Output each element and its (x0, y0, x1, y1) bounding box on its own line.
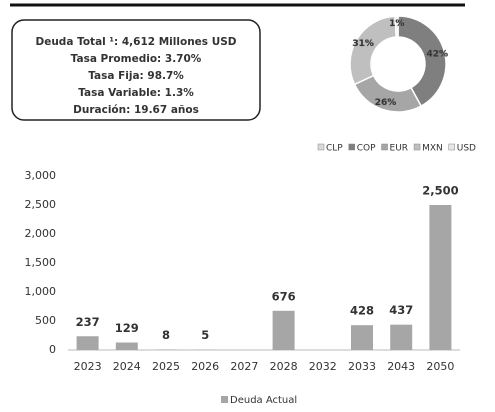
y-tick-label: 1,500 (25, 256, 57, 269)
data-label: 2,500 (422, 184, 458, 198)
x-tick-label: 2025 (152, 360, 180, 373)
info-line: Tasa Variable: 1.3% (78, 87, 194, 99)
info-box (11, 19, 261, 121)
y-tick-label: 2,500 (25, 198, 57, 211)
legend-label: EUR (390, 144, 409, 154)
x-tick-label: 2032 (309, 360, 337, 373)
legend-swatch (381, 143, 388, 151)
legend-label: USD (457, 144, 476, 154)
y-tick-label: 2,000 (25, 227, 57, 240)
data-label: 437 (389, 303, 413, 317)
donut-slice (394, 15, 399, 38)
bar (351, 325, 373, 350)
bar (390, 324, 413, 350)
data-label: 676 (272, 289, 296, 303)
data-label: 237 (76, 315, 100, 329)
data-label: 5 (201, 328, 209, 342)
data-label: 428 (350, 304, 374, 318)
legend-swatch (221, 396, 228, 403)
x-tick-label: 2050 (426, 360, 454, 373)
x-tick-label: 2023 (74, 360, 102, 373)
legend-label: CLP (326, 144, 343, 154)
x-tick-label: 2027 (230, 360, 258, 373)
x-tick-label: 2024 (113, 360, 141, 373)
legend-swatch (448, 143, 455, 151)
info-line: Tasa Fija: 98.7% (88, 70, 184, 82)
bar (115, 342, 138, 350)
info-line: Tasa Promedio: 3.70% (71, 53, 202, 65)
y-tick-label: 500 (35, 314, 56, 327)
bar (429, 205, 452, 350)
x-tick-label: 2026 (191, 360, 219, 373)
legend-swatch (413, 143, 421, 151)
x-tick-label: 2043 (387, 360, 415, 373)
slice-label: 31% (352, 39, 374, 49)
bar (76, 336, 99, 350)
donut-slice (397, 15, 447, 108)
legend-label: MXN (422, 144, 443, 154)
bar (272, 310, 295, 350)
info-line: Deuda Total ¹: 4,612 Millones USD (36, 36, 237, 48)
data-label: 129 (115, 321, 139, 335)
slice-label: 42% (426, 49, 448, 59)
legend-label: Deuda Actual (230, 395, 297, 406)
info-line: Duración: 19.67 años (73, 104, 199, 116)
slice-label: 1% (389, 19, 404, 29)
y-tick-label: 3,000 (25, 169, 57, 182)
x-tick-label: 2028 (270, 360, 298, 373)
y-tick-label: 0 (49, 343, 56, 356)
legend-label: COP (357, 144, 376, 154)
legend-swatch (317, 143, 325, 151)
y-tick-label: 1,000 (25, 285, 57, 298)
slice-label: 26% (375, 98, 397, 108)
x-tick-label: 2033 (348, 360, 376, 373)
legend-swatch (348, 143, 355, 151)
data-label: 8 (162, 328, 170, 342)
